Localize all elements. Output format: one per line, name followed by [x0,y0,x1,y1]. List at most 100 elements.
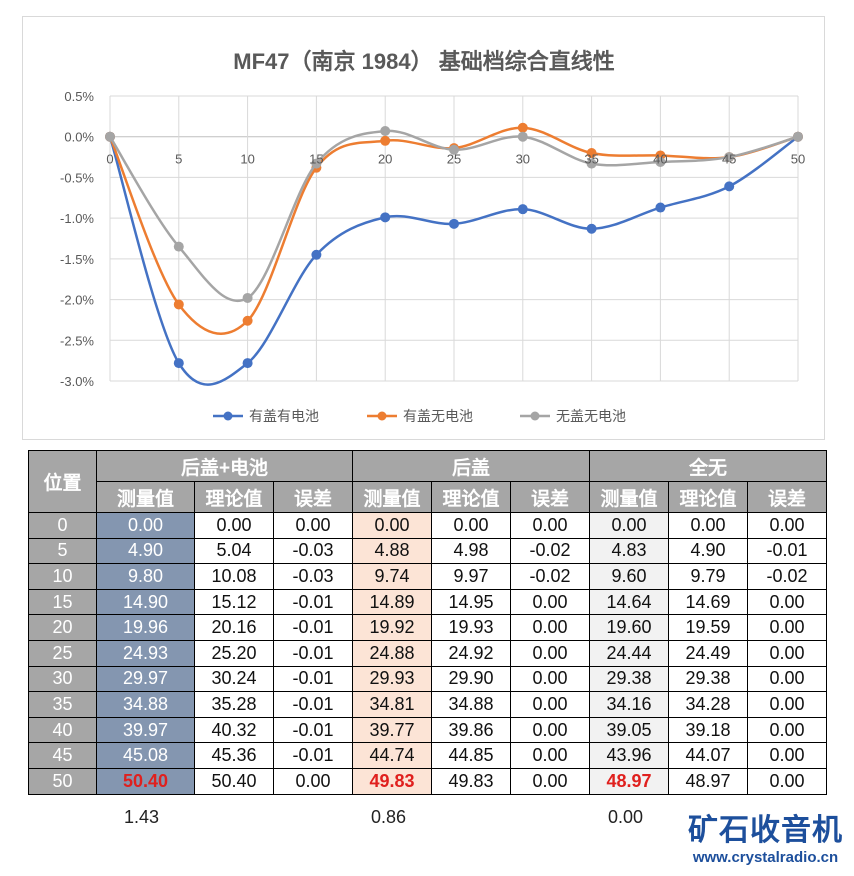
data-point [449,144,459,155]
table-row: 0 0.00 0.00 0.00 0.00 0.00 0.00 0.00 0.00 0.00 [28,512,828,539]
data-point [105,131,115,142]
table-row: 40 39.97 40.32 -0.01 39.77 39.86 0.00 39.05 39.1… [28,716,828,744]
data-point [517,122,528,133]
x-tick-label: 20 [378,152,392,167]
value-cell: 48.97 [668,767,749,795]
data-point [449,218,459,229]
value-cell: -0.01 [272,614,354,641]
value-cell: 24.93 [96,639,195,667]
data-point [380,135,391,146]
value-cell: 19.92 [352,614,433,641]
value-cell: -0.01 [747,537,828,565]
value-cell: 0.00 [510,742,591,769]
header-group-1: 后盖+电池 [95,450,354,482]
table-row: 20 19.96 20.16 -0.01 19.92 19.93 0.00 19.60 19.5… [28,614,828,641]
value-cell: 39.86 [431,716,512,744]
value-cell: 4.98 [431,537,512,565]
value-cell: 9.79 [668,563,749,590]
header-position: 位置 [28,450,97,513]
data-point [173,241,184,252]
value-cell: 34.81 [352,691,433,718]
y-tick-label: -1.0% [60,211,94,226]
chart-title: MF47（南京 1984） 基础档综合直线性 [233,49,614,74]
value-cell: 44.07 [668,742,749,769]
value-cell: 39.18 [668,716,749,744]
series-line-2 [108,129,799,302]
y-tick-label: -0.5% [60,170,94,185]
data-point [586,223,597,234]
data-point [793,131,803,142]
table-row: 30 29.97 30.24 -0.01 29.93 29.90 0.00 29.38 29.3… [28,665,828,693]
y-tick-label: -2.5% [60,333,94,348]
table-row: 5 4.90 5.04 -0.03 4.88 4.98 -0.02 4.83 4.90 -0.01 [28,537,828,565]
value-cell: 39.97 [96,716,195,744]
value-cell: 0.00 [510,614,591,641]
value-cell: 0.00 [510,665,591,693]
position-cell: 5 [28,537,97,565]
x-tick-label: 10 [240,152,254,167]
value-cell: -0.02 [510,563,591,590]
line-chart: MF47（南京 1984） 基础档综合直线性 0.5% 0.0% -0.5% -1.0%… [60,49,805,424]
value-cell: 9.80 [96,563,195,590]
value-cell: 0.00 [747,512,828,539]
subheader-theoretical: 理论值 [431,481,512,513]
value-cell: -0.03 [272,563,354,590]
value-cell: 14.89 [352,588,433,616]
value-cell: 34.88 [431,691,512,718]
value-cell: 14.69 [668,588,749,616]
data-point [242,358,253,369]
series-line-1 [108,126,799,335]
value-cell: 25.20 [194,639,274,667]
data-point [311,158,322,169]
table-row: 35 34.88 35.28 -0.01 34.81 34.88 0.00 34.16 34.2… [28,691,828,718]
value-cell: 4.90 [668,537,749,565]
value-cell: 0.00 [510,691,591,718]
x-tick-label: 40 [653,152,667,167]
value-cell: 40.32 [194,716,274,744]
value-cell: 0.00 [747,691,828,718]
value-cell: 0.00 [510,639,591,667]
data-point [517,204,528,215]
value-cell: 34.28 [668,691,749,718]
header-group-2: 后盖 [352,450,591,482]
value-cell: 9.97 [431,563,512,590]
chart-panel: MF47（南京 1984） 基础档综合直线性 0.5% 0.0% -0.5% -1.0%… [22,16,825,440]
value-cell: 29.90 [431,665,512,693]
value-cell: 34.88 [96,691,195,718]
series-line-0 [108,135,799,386]
y-tick-label: 0.5% [64,89,94,104]
value-cell: 0.00 [668,512,749,539]
x-tick-label: 15 [309,152,323,167]
value-cell: 24.49 [668,639,749,667]
footer-value-1: 1.43 [124,807,160,827]
footer-value-3: 0.00 [608,807,644,827]
value-cell: 19.59 [668,614,749,641]
value-cell: 0.00 [747,614,828,641]
legend-marker [377,411,387,421]
value-cell: -0.01 [272,742,354,769]
table-row: 25 24.93 25.20 -0.01 24.88 24.92 0.00 24.44 24.4… [28,639,828,667]
value-cell: 0.00 [510,716,591,744]
measurement-table: 位置 后盖+电池 后盖 全无 测量值 理论值 误差 测量值 理论值 误差 测量值 理论值 误差 … [28,450,828,795]
value-cell: 0.00 [589,512,670,539]
value-cell: 29.38 [589,665,670,693]
x-tick-label: 50 [791,152,805,167]
legend-marker [530,411,540,421]
value-cell: 0.00 [194,512,274,539]
value-cell: 50.40 [194,767,274,795]
data-point [311,249,322,260]
value-cell: -0.01 [272,716,354,744]
subheader-measured: 测量值 [96,481,195,513]
value-cell: -0.02 [510,537,591,565]
value-cell: 44.85 [431,742,512,769]
data-point [380,212,391,223]
x-tick-label: 30 [516,152,530,167]
value-cell: -0.01 [272,665,354,693]
value-cell: 49.83 [431,767,512,795]
position-cell: 0 [28,512,97,539]
legend-label: 无盖无电池 [556,408,626,424]
value-cell: 0.00 [96,512,195,539]
value-cell: 10.08 [194,563,274,590]
position-cell: 10 [28,563,97,590]
value-cell: 39.77 [352,716,433,744]
